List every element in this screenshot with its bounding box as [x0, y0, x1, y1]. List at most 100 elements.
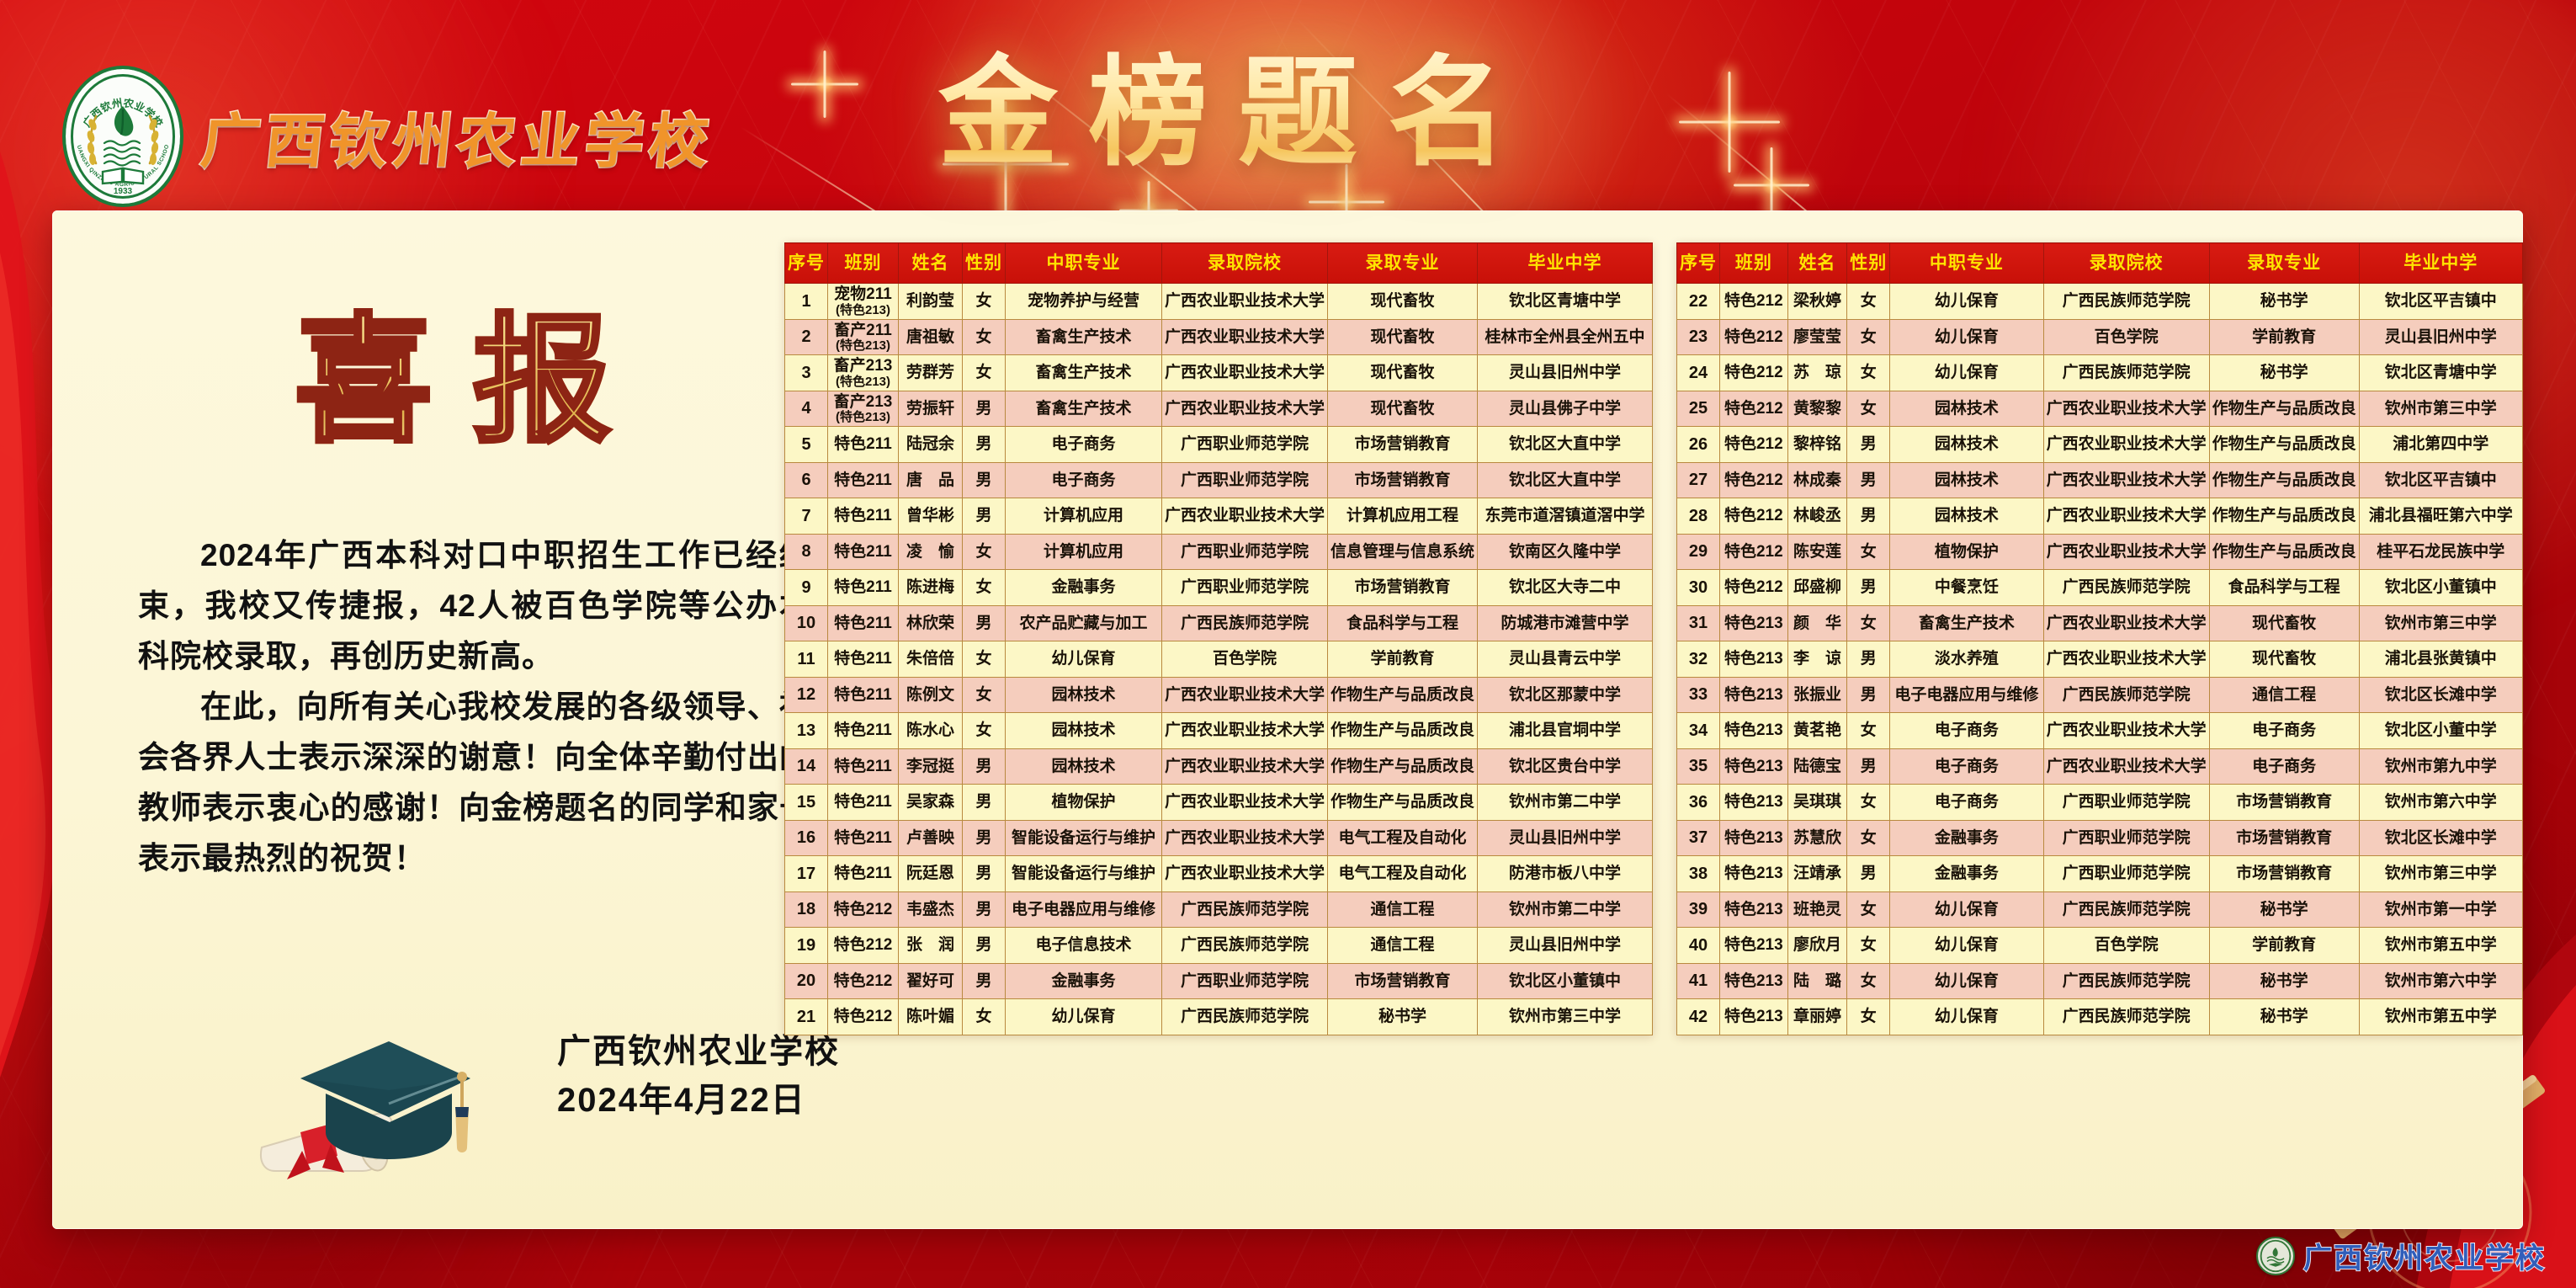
cell-gender: 女: [1846, 784, 1891, 821]
cell-class: 特色213: [1719, 712, 1788, 749]
cell-admitted-major: 现代畜牧: [1327, 283, 1479, 320]
watermark-crest-artwork: [2260, 1239, 2292, 1272]
table-row: 27 特色212 林成秦男园林技术 广西农业职业技术大学 作物生产与品质改良 钦北区平吉镇…: [1676, 461, 2524, 498]
cell-name: 朱倍倍: [898, 641, 963, 678]
cell-index: 2: [784, 318, 828, 355]
cell-high-school: 桂平石龙民族中学: [2358, 533, 2524, 570]
table-body-right: 22 特色212 梁秋婷女幼儿保育 广西民族师范学院 秘书学 钦北区平吉镇中 23 特色212…: [1676, 283, 2524, 1035]
cell-gender: 女: [962, 569, 1006, 606]
cell-gender: 女: [1846, 962, 1891, 999]
cell-gender: 女: [962, 354, 1006, 391]
cell-admitted-college: 广西农业职业技术大学: [1161, 748, 1329, 785]
table-row: 35 特色213 陆德宝男电子商务 广西农业职业技术大学 电子商务 钦州市第九中学: [1676, 748, 2524, 785]
cell-admitted-major: 秘书学: [2208, 354, 2360, 391]
cell-name: 苏 琼: [1787, 354, 1848, 391]
cell-high-school: 灵山县佛子中学: [1477, 390, 1654, 427]
cell-class: 特色212: [827, 891, 899, 928]
cell-class: 特色212: [827, 998, 899, 1035]
cell-high-school: 钦北区贵台中学: [1477, 748, 1654, 785]
cell-name: 黄黎黎: [1787, 390, 1848, 427]
col-name: 姓名: [898, 242, 963, 284]
cell-class: 特色211: [827, 712, 899, 749]
table-row: 16 特色211 卢善映男智能设备运行与维护 广西农业职业技术大学 电气工程及自动化 灵山…: [784, 819, 1654, 856]
cell-admitted-college: 广西农业职业技术大学: [2042, 712, 2210, 749]
cell-class: 特色212: [1719, 283, 1788, 320]
cell-index: 33: [1676, 676, 1720, 713]
cell-gender: 女: [1846, 533, 1891, 570]
cell-name: 吴琪琪: [1787, 784, 1848, 821]
cell-class: 特色211: [827, 498, 899, 535]
cell-name: 汪靖承: [1787, 855, 1848, 892]
cell-admitted-college: 广西农业职业技术大学: [2042, 604, 2210, 641]
cell-high-school: 防港市板八中学: [1477, 855, 1654, 892]
cell-name: 林成秦: [1787, 461, 1848, 498]
announcement-paragraph-2: 在此，向所有关心我校发展的各级领导、社会各界人士表示深深的谢意！向全体辛勤付出的…: [138, 689, 811, 876]
cell-index: 7: [784, 498, 828, 535]
cell-admitted-major: 电子商务: [2208, 748, 2360, 785]
cell-admitted-college: 广西农业职业技术大学: [2042, 498, 2210, 535]
cell-name: 李冠挺: [898, 748, 963, 785]
cell-class: 特色212: [827, 962, 899, 999]
cell-index: 31: [1676, 604, 1720, 641]
cell-gender: 女: [962, 533, 1006, 570]
cell-vocational-major: 园林技术: [1005, 676, 1162, 713]
table-row: 14 特色211 李冠挺男园林技术 广西农业职业技术大学 作物生产与品质改良 钦北区贵台中…: [784, 748, 1654, 785]
table-row: 11 特色211 朱倍倍女幼儿保育 百色学院 学前教育 灵山县青云中学: [784, 641, 1654, 678]
cell-high-school: 东莞市道滘镇道滘中学: [1477, 498, 1654, 535]
table-row: 5 特色211 陆冠余男电子商务 广西职业师范学院 市场营销教育 钦北区大直中学: [784, 426, 1654, 463]
cell-vocational-major: 畜禽生产技术: [1005, 318, 1162, 355]
cell-admitted-major: 作物生产与品质改良: [1327, 784, 1479, 821]
cell-admitted-college: 广西民族师范学院: [1161, 998, 1329, 1035]
cell-admitted-major: 作物生产与品质改良: [2208, 426, 2360, 463]
cell-vocational-major: 淡水养殖: [1889, 641, 2044, 678]
cell-name: 卢善映: [898, 819, 963, 856]
cell-index: 25: [1676, 390, 1720, 427]
cell-high-school: 浦北县官垌中学: [1477, 712, 1654, 749]
cell-vocational-major: 电子商务: [1889, 748, 2044, 785]
cell-index: 26: [1676, 426, 1720, 463]
cell-admitted-college: 广西农业职业技术大学: [1161, 676, 1329, 713]
table-row: 17 特色211 阮廷恩男智能设备运行与维护 广西农业职业技术大学 电气工程及自动化 防港…: [784, 855, 1654, 892]
cell-admitted-major: 秘书学: [2208, 998, 2360, 1035]
cell-admitted-major: 学前教育: [2208, 318, 2360, 355]
cell-high-school: 钦北区小董中学: [2358, 712, 2524, 749]
cell-high-school: 钦北区大直中学: [1477, 426, 1654, 463]
cell-name: 劳群芳: [898, 354, 963, 391]
cell-gender: 男: [1846, 569, 1891, 606]
cell-vocational-major: 畜禽生产技术: [1005, 390, 1162, 427]
col-index: 序号: [784, 242, 828, 284]
cell-class: 特色211: [827, 855, 899, 892]
cell-name: 廖莹莹: [1787, 318, 1848, 355]
cell-class: 特色212: [827, 927, 899, 964]
cell-admitted-major: 通信工程: [1327, 891, 1479, 928]
table-row: 13 特色211 陈水心女园林技术 广西农业职业技术大学 作物生产与品质改良 浦北县官垌中…: [784, 712, 1654, 749]
table-row: 36 特色213 吴琪琪女电子商务 广西职业师范学院 市场营销教育 钦州市第六中学: [1676, 784, 2524, 821]
table-row: 15 特色211 吴家森男植物保护 广西农业职业技术大学 作物生产与品质改良 钦州市第二中…: [784, 784, 1654, 821]
col-vocational-major: 中职专业: [1005, 242, 1162, 284]
cell-admitted-college: 广西农业职业技术大学: [2042, 426, 2210, 463]
cell-high-school: 钦州市第三中学: [2358, 855, 2524, 892]
col-admitted-college: 录取院校: [1161, 242, 1329, 284]
watermark-crest-icon: [2256, 1236, 2295, 1275]
cell-admitted-college: 广西农业职业技术大学: [1161, 498, 1329, 535]
col-name: 姓名: [1787, 242, 1848, 284]
signature-block: 广西钦州农业学校 2024年4月22日: [557, 1027, 840, 1125]
cell-admitted-major: 作物生产与品质改良: [2208, 461, 2360, 498]
table-body-left: 1 宠物211 (特色213) 利韵莹女宠物养护与经营 广西农业职业技术大学 现代畜牧 钦北…: [784, 283, 1654, 1035]
cell-admitted-college: 广西民族师范学院: [2042, 283, 2210, 320]
cell-admitted-major: 作物生产与品质改良: [1327, 712, 1479, 749]
cell-admitted-college: 广西农业职业技术大学: [1161, 390, 1329, 427]
table-row: 26 特色212 黎梓铭男园林技术 广西农业职业技术大学 作物生产与品质改良 浦北第四中学: [1676, 426, 2524, 463]
cell-class: 特色213: [1719, 748, 1788, 785]
cell-admitted-college: 广西民族师范学院: [2042, 569, 2210, 606]
cell-class: 特色211: [827, 784, 899, 821]
cell-high-school: 钦州市第六中学: [2358, 962, 2524, 999]
cell-index: 27: [1676, 461, 1720, 498]
cell-index: 1: [784, 283, 828, 320]
cell-admitted-major: 现代畜牧: [1327, 318, 1479, 355]
cell-index: 15: [784, 784, 828, 821]
cell-name: 阮廷恩: [898, 855, 963, 892]
signature-date: 2024年4月22日: [557, 1082, 806, 1119]
table-row: 18 特色212 韦盛杰男电子电器应用与维修 广西民族师范学院 通信工程 钦州市第二中学: [784, 891, 1654, 928]
table-row: 28 特色212 林峻丞男园林技术 广西农业职业技术大学 作物生产与品质改良 浦北县福旺第…: [1676, 498, 2524, 535]
